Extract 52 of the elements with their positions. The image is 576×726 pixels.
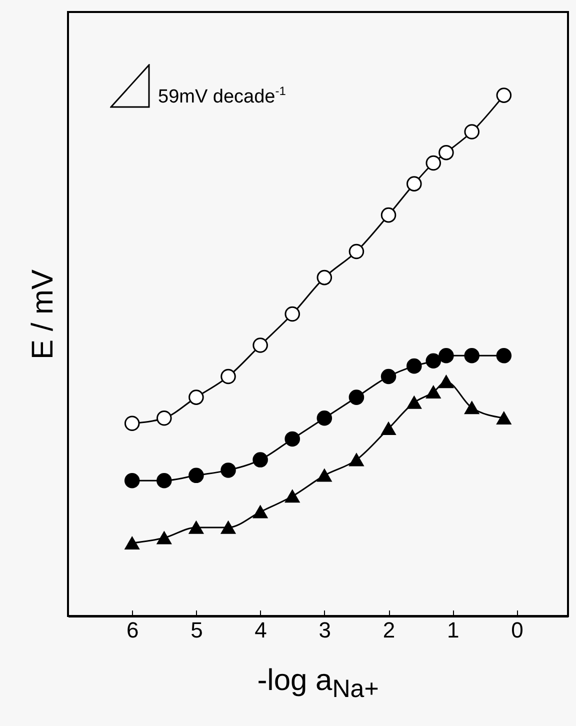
point [316,270,332,286]
point [253,505,268,518]
point [496,412,512,425]
point [406,358,422,374]
point [380,207,396,223]
point [188,390,204,405]
point [438,375,454,388]
point [156,532,172,544]
point [348,244,364,260]
y-axis-title: E / mV [26,269,60,360]
point [464,124,480,140]
point [426,386,441,398]
point [426,353,442,368]
x-tick-label: 3 [318,618,332,642]
point [252,338,268,353]
point [438,144,454,160]
point [284,306,300,322]
point [317,469,332,482]
point [380,368,396,384]
point [406,176,422,192]
x-axis-title: -log a$_{Na+}$ [256,664,380,704]
x-tick-label: 0 [511,618,524,642]
point [220,368,236,384]
point [220,521,236,534]
point [220,462,236,478]
x-tick-label: 4 [254,618,267,642]
point [188,468,204,484]
point [438,348,454,364]
x-tick-label: 5 [190,618,203,642]
point [124,472,140,488]
point [381,422,396,435]
point [156,472,172,488]
annotation: 59mV decade$^{-1}$ [158,84,286,108]
point [316,410,332,426]
point [124,416,140,431]
point [496,348,512,364]
point [496,88,512,103]
x-tick-label: 1 [446,618,460,642]
point [426,155,442,171]
point [464,348,480,364]
point [284,431,300,447]
point [156,410,172,426]
point [188,521,204,534]
point [406,396,422,409]
point [348,390,364,405]
point [285,490,300,503]
point [349,453,364,466]
point [252,452,268,468]
point [464,401,480,414]
x-tick-label: 6 [126,618,139,642]
x-tick-label: 2 [382,618,396,642]
point [124,536,140,550]
